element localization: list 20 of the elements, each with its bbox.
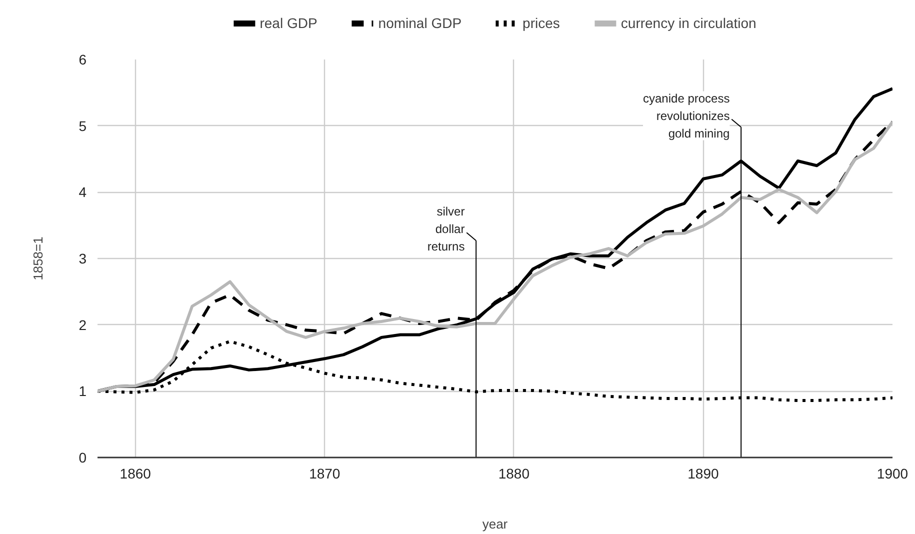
ref-line-label: cyanide process revolutionizes gold mining — [643, 91, 730, 140]
y-tick-label: 0 — [78, 450, 87, 466]
x-tick-label: 1890 — [688, 466, 719, 482]
y-tick-label: 1 — [78, 383, 87, 400]
y-tick-label: 6 — [78, 52, 87, 68]
legend-label: nominal GDP — [378, 14, 462, 30]
x-axis-title: year — [482, 516, 508, 532]
legend-label: real GDP — [260, 14, 318, 30]
y-tick-label: 4 — [78, 184, 87, 200]
y-tick-label: 2 — [78, 316, 87, 333]
y-tick-label: 3 — [78, 250, 87, 266]
x-tick-label: 1870 — [309, 466, 340, 482]
y-tick-label: 5 — [78, 118, 87, 134]
x-tick-label: 1900 — [876, 466, 908, 482]
x-tick-label: 1880 — [498, 466, 530, 482]
x-tick-label: 1860 — [120, 466, 152, 482]
legend-label: currency in circulation — [620, 14, 756, 30]
legend-label: prices — [522, 14, 560, 30]
ref-line-label: silver dollar returns — [427, 204, 465, 254]
y-axis-title: 1858=1 — [30, 236, 46, 280]
